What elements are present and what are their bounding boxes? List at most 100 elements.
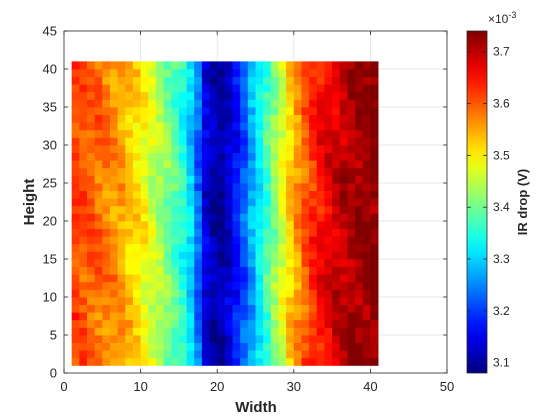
- heatmap-cell: [278, 107, 287, 115]
- heatmap-cell: [194, 342, 203, 351]
- heatmap-cell: [194, 335, 203, 343]
- heatmap-cell: [293, 327, 302, 336]
- heatmap-cell: [71, 312, 80, 321]
- heatmap-cell: [132, 350, 141, 359]
- heatmap-cell: [240, 69, 249, 77]
- heatmap-cell: [301, 61, 310, 70]
- heatmap-cell: [194, 327, 203, 336]
- heatmap-cell: [94, 304, 103, 313]
- heatmap-cell: [309, 167, 318, 176]
- heatmap-cell: [163, 312, 172, 321]
- heatmap-cell: [278, 99, 287, 108]
- heatmap-cell: [309, 190, 318, 199]
- heatmap-cell: [201, 304, 210, 313]
- heatmap-cell: [178, 91, 187, 100]
- heatmap-cell: [355, 129, 364, 138]
- heatmap-cell: [255, 190, 264, 199]
- heatmap-cell: [79, 335, 88, 343]
- heatmap-cell: [301, 357, 310, 366]
- heatmap-cell: [278, 289, 287, 298]
- heatmap-cell: [148, 213, 157, 222]
- heatmap-cell: [171, 145, 180, 153]
- heatmap-cell: [347, 236, 356, 245]
- heatmap-cell: [102, 137, 111, 146]
- heatmap-cell: [263, 312, 272, 321]
- heatmap-cell: [194, 91, 203, 100]
- heatmap-cell: [332, 312, 341, 321]
- heatmap-cell: [132, 167, 141, 176]
- heatmap-cell: [217, 137, 226, 146]
- heatmap-cell: [278, 175, 287, 184]
- heatmap-cell: [109, 297, 119, 305]
- heatmap-cell: [332, 107, 341, 115]
- heatmap-cell: [117, 357, 126, 366]
- heatmap-cell: [102, 281, 111, 290]
- heatmap-cell: [178, 319, 187, 328]
- heatmap-cell: [247, 114, 256, 123]
- heatmap-cell: [209, 99, 218, 108]
- heatmap-cell: [171, 107, 180, 115]
- heatmap-cell: [132, 190, 141, 199]
- heatmap-cell: [347, 76, 356, 85]
- heatmap-cell: [186, 175, 195, 184]
- heatmap-cell: [86, 91, 96, 100]
- heatmap-cell: [117, 167, 126, 176]
- heatmap-cell: [178, 274, 187, 283]
- heatmap-cell: [186, 289, 195, 298]
- heatmap-cell: [301, 69, 310, 77]
- heatmap-cell: [301, 312, 310, 321]
- heatmap-cell: [178, 183, 187, 191]
- heatmap-cell: [247, 350, 256, 359]
- heatmap-cell: [86, 160, 96, 169]
- heatmap-cell: [217, 243, 226, 252]
- heatmap-cell: [301, 304, 310, 313]
- heatmap-cell: [94, 236, 103, 245]
- heatmap-cell: [240, 129, 249, 138]
- heatmap-cell: [209, 69, 218, 77]
- heatmap-cell: [339, 99, 348, 108]
- heatmap-cell: [194, 357, 203, 366]
- heatmap-cell: [125, 84, 134, 93]
- heatmap-cell: [316, 84, 325, 93]
- heatmap-cell: [301, 228, 310, 237]
- y-tick-label: 15: [43, 252, 57, 267]
- heatmap-cell: [232, 190, 241, 199]
- heatmap-cell: [79, 61, 88, 70]
- heatmap-cell: [309, 259, 318, 267]
- heatmap-cell: [125, 357, 134, 366]
- heatmap-cell: [278, 312, 287, 321]
- heatmap-cell: [194, 281, 203, 290]
- heatmap-cell: [301, 122, 310, 131]
- heatmap-cell: [286, 167, 295, 176]
- heatmap-cell: [79, 319, 88, 328]
- heatmap-cell: [247, 160, 256, 169]
- heatmap-cell: [309, 114, 318, 123]
- heatmap-cell: [163, 137, 172, 146]
- heatmap-cell: [94, 107, 103, 115]
- heatmap-cell: [324, 350, 333, 359]
- heatmap-cell: [370, 357, 379, 366]
- heatmap-cell: [102, 91, 111, 100]
- heatmap-cell: [109, 198, 119, 207]
- heatmap-cell: [94, 190, 103, 199]
- heatmap-cell: [370, 221, 379, 229]
- heatmap-cell: [79, 129, 88, 138]
- heatmap-cell: [217, 327, 226, 336]
- heatmap-cell: [355, 145, 364, 153]
- heatmap-cell: [86, 251, 96, 260]
- heatmap-cell: [247, 357, 256, 366]
- heatmap-cell: [186, 205, 195, 214]
- heatmap-cell: [255, 205, 264, 214]
- heatmap-cell: [362, 304, 371, 313]
- heatmap-cell: [94, 251, 103, 260]
- heatmap-cell: [140, 274, 149, 283]
- heatmap-cell: [286, 84, 295, 93]
- heatmap-cell: [286, 281, 295, 290]
- heatmap-cell: [209, 145, 218, 153]
- heatmap-cell: [171, 160, 180, 169]
- heatmap-cell: [263, 167, 272, 176]
- heatmap-cell: [301, 274, 310, 283]
- heatmap-cell: [117, 281, 126, 290]
- heatmap-cell: [332, 350, 341, 359]
- heatmap-cell: [178, 167, 187, 176]
